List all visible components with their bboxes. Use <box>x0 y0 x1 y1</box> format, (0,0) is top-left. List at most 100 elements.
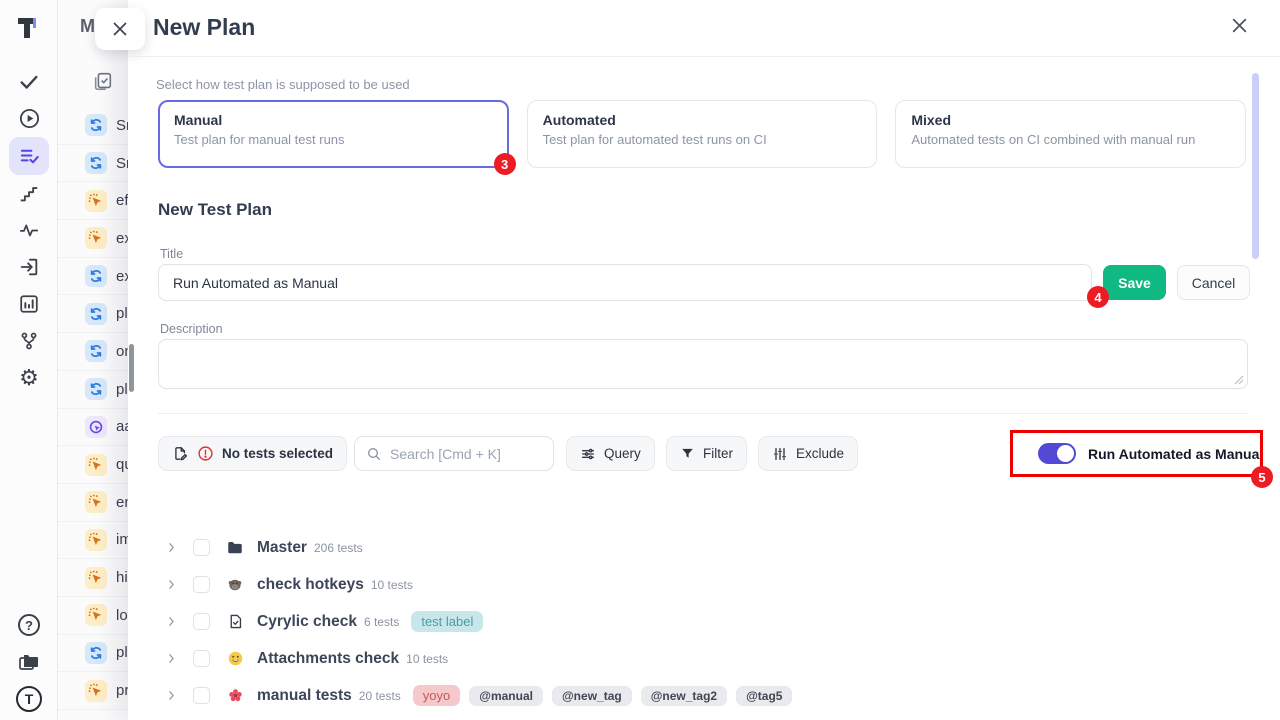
alert-circle-icon <box>198 446 213 461</box>
list-item[interactable]: ex <box>58 258 128 296</box>
close-icon <box>113 22 127 36</box>
funnel-icon <box>682 448 693 458</box>
chevron-right-icon[interactable] <box>164 578 178 591</box>
label-tag[interactable]: yoyo <box>412 685 461 706</box>
sync-icon <box>85 378 107 401</box>
chevron-right-icon[interactable] <box>164 652 178 665</box>
cursor-click-icon <box>85 189 107 212</box>
row-checkbox[interactable] <box>193 650 210 667</box>
run-automated-as-manual-toggle[interactable] <box>1038 443 1076 464</box>
filter-button[interactable]: Filter <box>666 436 747 471</box>
sign-in-icon[interactable] <box>9 249 49 285</box>
row-checkbox[interactable] <box>193 539 210 556</box>
list-item[interactable]: Sn <box>58 107 128 145</box>
toggle-knob <box>1057 445 1074 462</box>
report-chart-icon[interactable] <box>9 286 49 322</box>
plan-type-automated[interactable]: Automated Test plan for automated test r… <box>526 100 878 168</box>
title-input[interactable] <box>158 264 1092 301</box>
list-item[interactable]: eff <box>58 182 128 221</box>
list-item[interactable]: aa <box>58 409 128 447</box>
label-tag[interactable]: @tag5 <box>736 685 793 706</box>
git-branch-icon[interactable] <box>9 323 49 359</box>
new-plan-modal: New Plan Select how test plan is suppose… <box>95 0 1280 720</box>
label-tag[interactable]: test label <box>411 611 484 632</box>
plan-list: Sn Sn eff ex ex pla on pla aa qu en im h… <box>58 107 128 710</box>
plan-type-manual[interactable]: Manual Test plan for manual test runs 3 <box>158 100 516 175</box>
list-item[interactable]: on <box>58 333 128 371</box>
modal-title: New Plan <box>153 14 256 40</box>
list-item[interactable]: pri <box>58 672 128 710</box>
search-input[interactable] <box>390 445 542 462</box>
steps-icon[interactable] <box>9 176 49 212</box>
tree-row-master: Master 206 tests <box>158 529 1248 566</box>
test-plans-icon-active[interactable] <box>9 137 49 175</box>
list-item[interactable]: lov <box>58 597 128 635</box>
list-item[interactable]: ex <box>58 220 128 258</box>
modal-scrollbar[interactable] <box>1252 73 1259 259</box>
cancel-button[interactable]: Cancel <box>1177 265 1250 300</box>
play-circle-icon[interactable] <box>9 100 49 136</box>
chevron-right-icon[interactable] <box>164 541 178 554</box>
row-checkbox[interactable] <box>193 613 210 630</box>
save-button[interactable]: Save <box>1103 265 1166 300</box>
label-tag[interactable]: @new_tag2 <box>640 685 728 706</box>
step-badge-5: 5 <box>1251 466 1273 488</box>
folder-icon <box>225 539 245 557</box>
projects-folder-icon[interactable] <box>9 644 49 680</box>
cursor-click-icon <box>85 528 107 551</box>
section-divider <box>158 413 1248 414</box>
sync-icon <box>85 152 107 175</box>
modal-header: New Plan <box>128 0 1280 57</box>
cursor-click-icon <box>85 453 107 476</box>
plan-type-mixed[interactable]: Mixed Automated tests on CI combined wit… <box>895 100 1247 168</box>
hibiscus-emoji-icon <box>225 687 245 704</box>
search-field[interactable] <box>354 436 554 471</box>
chevron-right-icon[interactable] <box>164 615 178 628</box>
tree-row-manual-tests: manual tests 20 tests yoyo @manual @new_… <box>158 677 1248 714</box>
tree-row-attachments-check: Attachments check 10 tests <box>158 640 1248 677</box>
modal-back-close-button[interactable] <box>95 8 145 50</box>
row-checkbox[interactable] <box>193 576 210 593</box>
list-item[interactable]: en <box>58 484 128 522</box>
modal-close-button[interactable] <box>1231 17 1248 39</box>
list-item[interactable]: hig <box>58 559 128 597</box>
sidebar-scrollbar[interactable] <box>129 344 134 392</box>
list-item[interactable]: Sn <box>58 145 128 183</box>
resize-handle-icon[interactable] <box>1234 375 1244 385</box>
panel-title-fragment: M <box>80 16 95 36</box>
description-label: Description <box>160 322 223 336</box>
pulse-icon[interactable] <box>9 212 49 248</box>
row-checkbox[interactable] <box>193 687 210 704</box>
vertical-sliders-icon <box>774 447 786 460</box>
clipboard-check-icon[interactable] <box>92 70 114 97</box>
sync-icon <box>85 340 107 363</box>
label-tag[interactable]: @manual <box>469 685 543 706</box>
target-icon <box>85 415 107 438</box>
list-item[interactable]: pla <box>58 371 128 409</box>
checkmark-icon[interactable] <box>9 64 49 100</box>
step-badge-3: 3 <box>493 153 516 175</box>
cursor-click-icon <box>85 566 107 589</box>
step-badge-4: 4 <box>1087 286 1109 308</box>
primary-sidebar: ⚙ ? T <box>0 0 58 720</box>
no-tests-selected-button[interactable]: No tests selected <box>158 436 348 471</box>
chevron-right-icon[interactable] <box>164 689 178 702</box>
cursor-click-icon <box>85 491 107 514</box>
list-item[interactable]: pla <box>58 635 128 673</box>
description-textarea[interactable] <box>158 339 1248 389</box>
brand-circle-icon[interactable]: T <box>9 681 49 717</box>
sliders-icon <box>582 448 594 459</box>
settings-gear-icon[interactable]: ⚙ <box>19 365 39 390</box>
secondary-sidebar: M Sn Sn eff ex ex pla on pla aa qu en im… <box>58 0 128 720</box>
gorilla-emoji-icon <box>225 576 245 594</box>
query-button[interactable]: Query <box>566 436 655 471</box>
exclude-button[interactable]: Exclude <box>758 436 859 471</box>
label-tag[interactable]: @new_tag <box>551 685 632 706</box>
list-item[interactable]: qu <box>58 446 128 484</box>
app-logo-icon[interactable] <box>9 10 49 46</box>
list-item[interactable]: im <box>58 522 128 560</box>
document-check-icon <box>225 613 245 630</box>
sync-icon <box>85 302 107 325</box>
help-icon[interactable]: ? <box>9 607 49 643</box>
list-item[interactable]: pla <box>58 295 128 334</box>
